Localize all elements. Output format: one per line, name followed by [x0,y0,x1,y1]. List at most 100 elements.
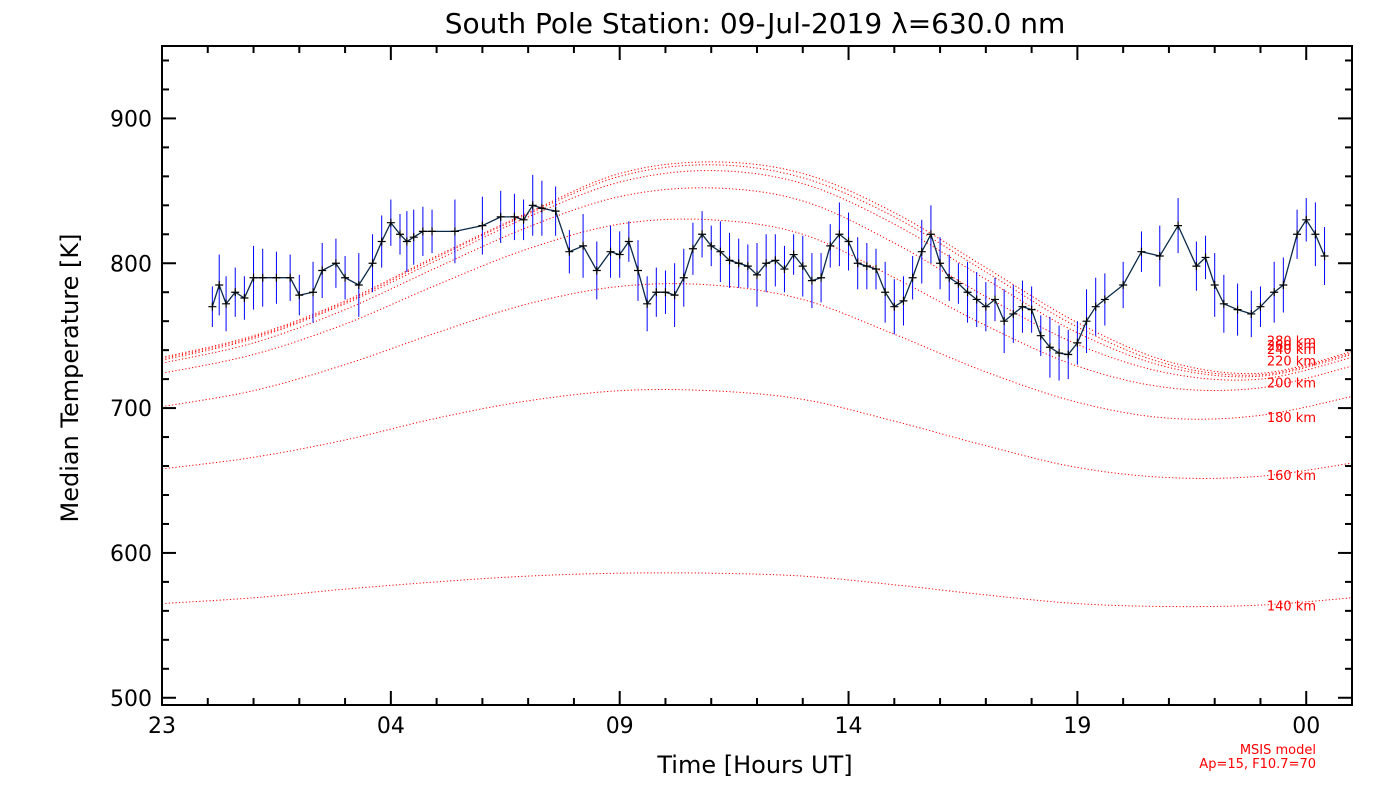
data-point [309,288,318,297]
x-tick-label: 23 [148,714,176,739]
model-curve-220-km [162,187,1352,381]
data-point [762,259,771,268]
data-point [899,296,908,305]
data-point [258,273,267,282]
data-point [592,266,601,275]
data-point [634,266,642,275]
model-label-260-km: 260 km [1267,339,1316,354]
data-point [331,259,340,268]
data-point [872,265,880,274]
model-curve-140-km [162,572,1352,608]
data-point [1174,221,1183,230]
data-point [402,237,411,246]
model-label-140-km: 140 km [1267,600,1316,615]
data-point [1201,253,1210,262]
data-point [1064,350,1073,359]
data-point [1279,280,1288,289]
measurement-line [211,204,1326,356]
data-point [624,237,633,246]
data-point [354,280,363,289]
msis-model-note: MSIS model [1240,743,1316,758]
model-curve-160-km [162,389,1352,479]
model-curve-260-km [162,164,1352,376]
data-point [1018,302,1027,311]
data-point [862,262,871,271]
data-point [496,212,505,221]
data-point [519,215,528,224]
data-point [908,273,917,282]
data-point [240,294,249,303]
model-curves [162,161,1352,608]
data-point [817,273,826,282]
data-point [670,291,679,300]
data-point [1270,288,1279,297]
measurement-series [208,174,1329,381]
data-point [528,201,537,210]
data-point [1082,317,1091,326]
data-point [972,295,981,304]
data-point [615,250,624,259]
data-point [734,259,743,268]
model-label-160-km: 160 km [1267,469,1316,484]
data-point [716,247,725,256]
data-point [707,241,716,250]
data-point [1219,299,1228,308]
model-label-240-km: 240 km [1267,343,1316,358]
data-point [1155,252,1164,261]
y-tick-label: 900 [110,107,152,132]
x-tick-label: 04 [377,714,405,739]
data-point [643,299,652,308]
model-label-200-km: 200 km [1267,376,1316,391]
data-point [1233,305,1242,314]
y-tick-label: 800 [110,252,152,277]
data-point [318,266,327,275]
x-tick-label: 19 [1063,714,1091,739]
data-point [579,241,588,250]
data-point [725,256,734,265]
data-point [1311,230,1320,239]
data-point [1045,343,1054,352]
model-label-220-km: 220 km [1267,355,1316,370]
data-point [396,230,404,239]
data-point [341,273,350,282]
axes: 23 04 09 14 19 00 500 600 700 800 900 [110,45,1353,739]
data-point [771,256,780,265]
data-point [551,207,560,216]
data-point [917,247,926,256]
data-point [428,227,437,236]
data-point [807,276,816,285]
data-point [1091,302,1100,311]
data-point [698,230,707,239]
data-point [963,288,972,297]
y-tick-label: 600 [110,542,152,567]
data-point [1247,309,1256,318]
data-point [1320,252,1329,261]
data-point [208,302,217,311]
model-curve-280-km [162,161,1352,375]
y-axis-label: Median Temperature [K] [56,233,84,522]
data-point [981,302,990,311]
x-tick-label: 14 [835,714,863,739]
data-point [478,221,487,230]
data-point [1256,302,1265,311]
data-point [881,288,890,297]
data-point [844,237,853,246]
data-point [1210,280,1219,289]
data-point [652,288,661,297]
data-point [780,265,789,274]
x-tick-label: 09 [606,714,634,739]
data-point [1000,317,1009,326]
data-point [890,302,899,311]
data-point [386,218,395,227]
data-point [1073,338,1082,347]
data-point [936,259,945,268]
data-point [853,259,862,268]
data-point [606,247,615,256]
data-point [798,262,807,271]
data-point [1027,305,1036,314]
data-point [743,262,752,271]
data-point [368,259,377,268]
model-curve-200-km [162,218,1352,391]
